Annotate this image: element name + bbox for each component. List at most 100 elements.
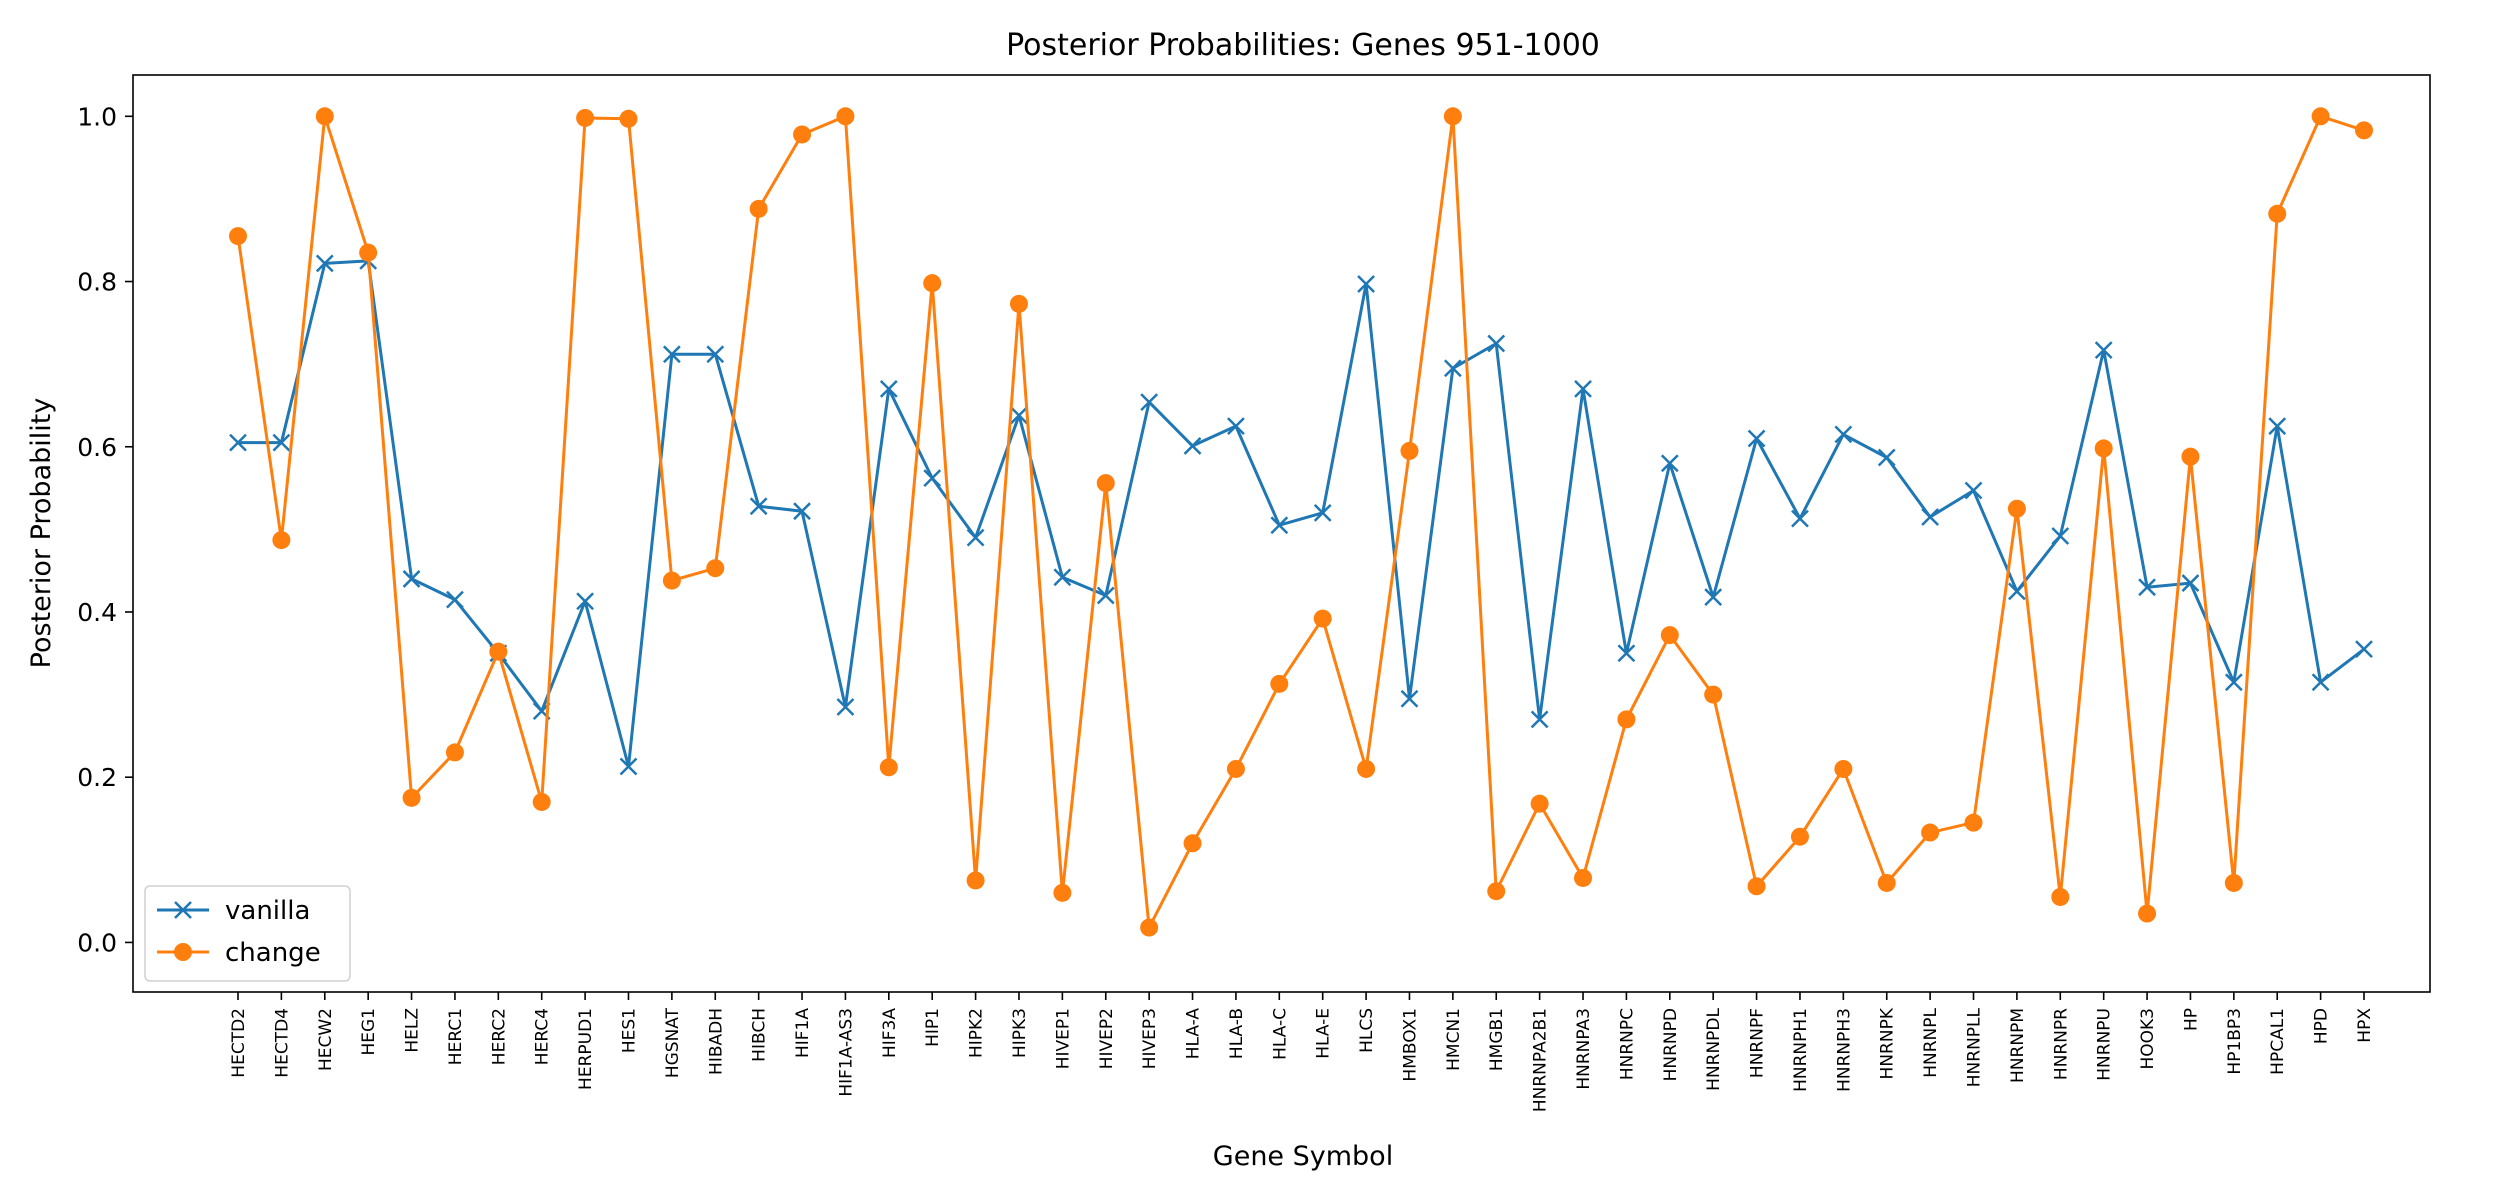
x-tick-label: HNRNPLL — [1965, 1007, 1985, 1087]
data-point-vanilla — [1270, 516, 1289, 535]
data-point-change — [402, 788, 421, 807]
data-point-vanilla — [2181, 574, 2200, 592]
x-tick-label: HMCN1 — [1444, 1008, 1464, 1071]
data-point-change — [1443, 107, 1462, 126]
y-tick-label: 1.0 — [77, 102, 117, 131]
data-point-change — [1270, 674, 1289, 693]
series-change — [229, 107, 2373, 937]
data-point-vanilla — [1140, 393, 1159, 412]
x-tick-label: HIF1A — [793, 1008, 813, 1058]
data-point-change — [1226, 759, 1245, 778]
x-tick-label: HELZ — [403, 1008, 423, 1053]
x-tick-label: HP1BP3 — [2225, 1008, 2245, 1075]
x-tick-label: HNRNPM — [2008, 1008, 2028, 1083]
data-point-change — [1617, 710, 1636, 729]
data-point-change — [489, 642, 508, 661]
series-layer — [229, 107, 2373, 937]
data-point-vanilla — [662, 345, 681, 364]
data-point-change — [1921, 823, 1940, 842]
x-tick-label: HECW2 — [316, 1008, 336, 1071]
data-point-vanilla — [2355, 640, 2373, 659]
data-point-vanilla — [879, 380, 898, 398]
x-tick-label: HMGB1 — [1487, 1008, 1507, 1071]
data-point-change — [2007, 499, 2026, 518]
y-tick-label: 0.0 — [77, 928, 117, 957]
chart-title: Posterior Probabilities: Genes 951-1000 — [1006, 28, 1600, 63]
data-point-vanilla — [1443, 359, 1462, 378]
data-point-vanilla — [1964, 481, 1983, 500]
data-point-change — [662, 571, 681, 590]
x-tick-label: HPD — [2312, 1008, 2332, 1044]
data-point-vanilla — [446, 590, 464, 609]
x-tick-label: HIF3A — [880, 1008, 900, 1058]
y-axis: 0.0 0.2 0.4 0.6 0.8 1.0 — [77, 102, 133, 957]
x-tick-label: HNRNPH3 — [1834, 1008, 1854, 1092]
data-point-change — [576, 108, 595, 127]
data-point-change — [229, 227, 247, 246]
data-point-vanilla — [402, 570, 421, 588]
data-point-vanilla — [706, 345, 725, 364]
data-point-vanilla — [966, 528, 985, 547]
data-point-change — [2051, 887, 2070, 906]
legend: vanilla change — [144, 885, 351, 982]
data-point-vanilla — [2311, 673, 2330, 692]
data-point-change — [1487, 882, 1506, 901]
x-tick-label: HES1 — [619, 1008, 639, 1053]
x-tick-label: HIF1A-AS3 — [836, 1008, 856, 1097]
x-tick-label: HNRNPR — [2051, 1008, 2071, 1080]
data-point-change — [1313, 609, 1332, 628]
x-tick-label: HNRNPA2B1 — [1531, 1008, 1551, 1112]
data-point-change — [1183, 834, 1202, 853]
legend-marker-vanilla — [174, 901, 192, 919]
y-axis-label: Posterior Probability — [26, 398, 57, 669]
data-point-change — [1009, 294, 1028, 313]
y-tick-label: 0.4 — [77, 598, 117, 627]
data-point-change — [1096, 474, 1115, 493]
data-point-vanilla — [836, 698, 855, 716]
data-point-vanilla — [1530, 710, 1549, 729]
data-point-vanilla — [1227, 417, 1245, 435]
data-point-vanilla — [1183, 437, 1202, 455]
data-point-change — [1834, 759, 1853, 778]
plot-area — [132, 74, 2431, 993]
data-point-change — [2268, 204, 2287, 223]
data-point-vanilla — [1096, 586, 1115, 605]
data-point-change — [1964, 813, 1983, 832]
x-tick-label: HECTD4 — [272, 1008, 292, 1078]
series-line-vanilla — [238, 259, 2365, 768]
data-point-vanilla — [1747, 429, 1766, 448]
y-tick-label: 0.2 — [77, 763, 117, 792]
data-point-vanilla — [2268, 417, 2287, 435]
x-tick-label: HLA-C — [1270, 1008, 1290, 1060]
x-tick-label: HNRNPU — [2095, 1008, 2115, 1081]
data-point-vanilla — [1010, 406, 1028, 425]
data-point-vanilla — [1617, 644, 1636, 663]
x-tick-label: HIPK2 — [967, 1008, 987, 1058]
series-line-change — [236, 114, 2365, 930]
x-tick-label: HLCS — [1357, 1008, 1377, 1053]
data-point-change — [749, 199, 768, 218]
data-point-change — [2094, 439, 2113, 458]
data-point-vanilla — [576, 592, 594, 611]
data-point-change — [2224, 873, 2243, 892]
data-point-change — [836, 107, 855, 126]
x-axis: HECTD2 HECTD4 HECW2 HEG1 HELZ HERC1 HERC2 HERC4… — [229, 992, 2375, 1112]
data-point-change — [706, 559, 725, 578]
data-point-vanilla — [1877, 448, 1896, 467]
data-point-change — [1790, 827, 1809, 846]
x-tick-label: HERPUD1 — [576, 1008, 596, 1090]
data-point-vanilla — [1660, 454, 1679, 473]
data-point-vanilla — [1574, 380, 1592, 398]
x-tick-label: HIP1 — [923, 1008, 943, 1047]
data-point-vanilla — [1834, 425, 1853, 444]
data-point-vanilla — [2138, 578, 2156, 597]
data-point-vanilla — [1357, 275, 1375, 293]
data-point-vanilla — [2094, 341, 2113, 359]
x-tick-label: HLA-E — [1314, 1008, 1334, 1059]
data-point-vanilla — [2008, 582, 2026, 601]
data-point-change — [1877, 873, 1896, 892]
x-tick-label: HNRNPF — [1748, 1008, 1768, 1078]
data-point-vanilla — [1053, 568, 1072, 587]
data-point-vanilla — [619, 757, 638, 776]
